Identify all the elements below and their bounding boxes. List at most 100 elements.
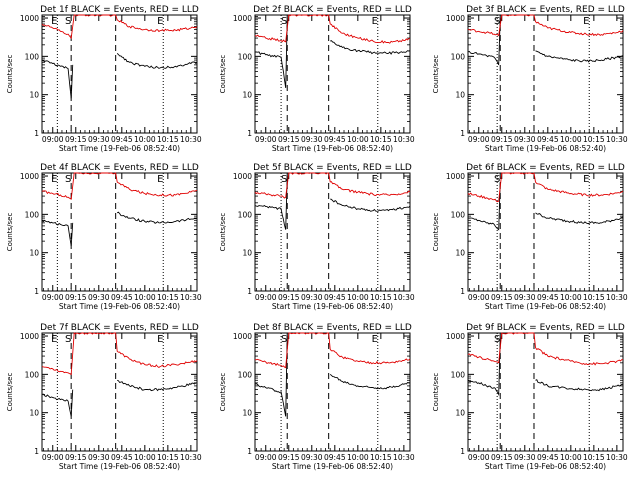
y-tick-label: 10 xyxy=(29,249,39,258)
series-line-lld xyxy=(467,14,624,37)
x-tick-label: 09:30 xyxy=(514,453,536,462)
chart-title: Det 4f BLACK = Events, RED = LLD xyxy=(40,163,199,173)
marker-label: S xyxy=(65,16,71,27)
x-tick-label: 10:00 xyxy=(347,135,369,144)
y-axis-label: Counts/sec xyxy=(6,213,14,252)
x-tick-label: 09:00 xyxy=(42,453,64,462)
x-tick-label: 09:30 xyxy=(88,453,110,462)
chart-title: Det 8f BLACK = Events, RED = LLD xyxy=(253,323,412,333)
x-tick-label: 09:30 xyxy=(301,293,323,302)
x-tick-label: 09:00 xyxy=(468,453,490,462)
y-tick-label: 10 xyxy=(455,409,465,418)
x-tick-label: 09:45 xyxy=(111,293,133,302)
y-tick-label: 1 xyxy=(247,287,252,296)
y-tick-label: 1 xyxy=(34,447,39,456)
marker-label: E xyxy=(51,334,57,345)
x-tick-label: 09:00 xyxy=(255,135,277,144)
marker-label: S xyxy=(494,334,500,345)
x-tick-label: 09:30 xyxy=(301,135,323,144)
plot-frame xyxy=(41,172,198,292)
series-line-events xyxy=(467,181,624,231)
x-tick-label: 10:30 xyxy=(180,293,202,302)
y-tick-label: 100 xyxy=(25,52,40,61)
marker-label: E xyxy=(51,174,57,185)
y-tick-label: 1000 xyxy=(446,332,465,341)
chart-title: Det 2f BLACK = Events, RED = LLD xyxy=(253,5,412,15)
series-line-lld xyxy=(41,172,198,200)
series-line-lld xyxy=(254,172,411,199)
y-axis-label: Counts/sec xyxy=(6,373,14,412)
x-tick-label: 09:15 xyxy=(278,293,300,302)
y-tick-label: 1000 xyxy=(20,172,39,181)
x-tick-label: 10:15 xyxy=(583,293,605,302)
x-tick-label: 09:00 xyxy=(42,293,64,302)
x-tick-label: 10:15 xyxy=(157,293,179,302)
x-tick-label: 09:15 xyxy=(491,453,513,462)
plot-frame xyxy=(467,332,624,452)
marker-label: S xyxy=(281,16,287,27)
x-tick-label: 10:00 xyxy=(347,453,369,462)
plot-frame xyxy=(254,332,411,452)
x-tick-label: 09:00 xyxy=(255,293,277,302)
x-tick-label: 10:30 xyxy=(180,453,202,462)
y-tick-label: 1000 xyxy=(20,332,39,341)
marker-label: E xyxy=(583,16,589,27)
x-tick-label: 10:00 xyxy=(347,293,369,302)
y-tick-label: 1000 xyxy=(233,14,252,23)
y-tick-label: 100 xyxy=(238,370,253,379)
x-tick-label: 09:15 xyxy=(278,453,300,462)
series-line-events xyxy=(41,211,198,246)
x-tick-label: 10:30 xyxy=(393,293,415,302)
x-tick-label: 10:00 xyxy=(134,293,156,302)
y-axis-label: Counts/sec xyxy=(432,373,440,412)
x-tick-label: 10:30 xyxy=(606,135,628,144)
x-axis-label: Start Time (19-Feb-06 08:52:40) xyxy=(485,302,606,311)
x-tick-label: 10:15 xyxy=(583,453,605,462)
series-line-lld xyxy=(254,332,411,369)
y-tick-label: 1 xyxy=(34,129,39,138)
chart-panel-det7: Det 7f BLACK = Events, RED = LLD 1 10 100 10… xyxy=(6,323,202,471)
plot-frame xyxy=(467,172,624,292)
plot-frame xyxy=(254,14,411,134)
x-tick-label: 10:00 xyxy=(560,293,582,302)
x-tick-label: 09:30 xyxy=(514,135,536,144)
x-tick-label: 09:15 xyxy=(278,135,300,144)
x-tick-label: 09:45 xyxy=(537,135,559,144)
y-tick-label: 1000 xyxy=(446,14,465,23)
y-tick-label: 10 xyxy=(29,91,39,100)
y-tick-label: 1000 xyxy=(233,332,252,341)
marker-label: E xyxy=(583,334,589,345)
chart-panel-det2: Det 2f BLACK = Events, RED = LLD 1 10 100 10… xyxy=(219,5,415,153)
y-tick-label: 10 xyxy=(242,409,252,418)
marker-label: E xyxy=(372,16,378,27)
x-tick-label: 10:00 xyxy=(134,135,156,144)
marker-label: S xyxy=(494,174,500,185)
x-axis-label: Start Time (19-Feb-06 08:52:40) xyxy=(59,144,180,153)
x-axis-label: Start Time (19-Feb-06 08:52:40) xyxy=(272,462,393,471)
x-axis-label: Start Time (19-Feb-06 08:52:40) xyxy=(485,462,606,471)
y-tick-label: 100 xyxy=(238,52,253,61)
chart-title: Det 5f BLACK = Events, RED = LLD xyxy=(253,163,412,173)
y-tick-label: 10 xyxy=(242,91,252,100)
x-tick-label: 10:15 xyxy=(157,135,179,144)
y-tick-label: 10 xyxy=(242,249,252,258)
marker-label: E xyxy=(51,16,57,27)
y-axis-label: Counts/sec xyxy=(219,55,227,94)
x-tick-label: 10:15 xyxy=(370,293,392,302)
x-axis-label: Start Time (19-Feb-06 08:52:40) xyxy=(485,144,606,153)
series-line-lld xyxy=(467,172,624,203)
series-line-events xyxy=(41,379,197,417)
x-tick-label: 10:30 xyxy=(393,135,415,144)
x-tick-label: 09:00 xyxy=(42,135,64,144)
marker-label: E xyxy=(583,174,589,185)
series-line-lld xyxy=(467,332,624,366)
marker-label: E xyxy=(372,174,378,185)
x-tick-label: 09:15 xyxy=(65,293,87,302)
x-tick-label: 10:15 xyxy=(370,453,392,462)
x-axis-label: Start Time (19-Feb-06 08:52:40) xyxy=(59,302,180,311)
x-tick-label: 09:30 xyxy=(301,453,323,462)
marker-label: E xyxy=(157,334,163,345)
series-line-events xyxy=(254,175,411,230)
x-tick-label: 09:45 xyxy=(111,135,133,144)
chart-title: Det 3f BLACK = Events, RED = LLD xyxy=(466,5,625,15)
